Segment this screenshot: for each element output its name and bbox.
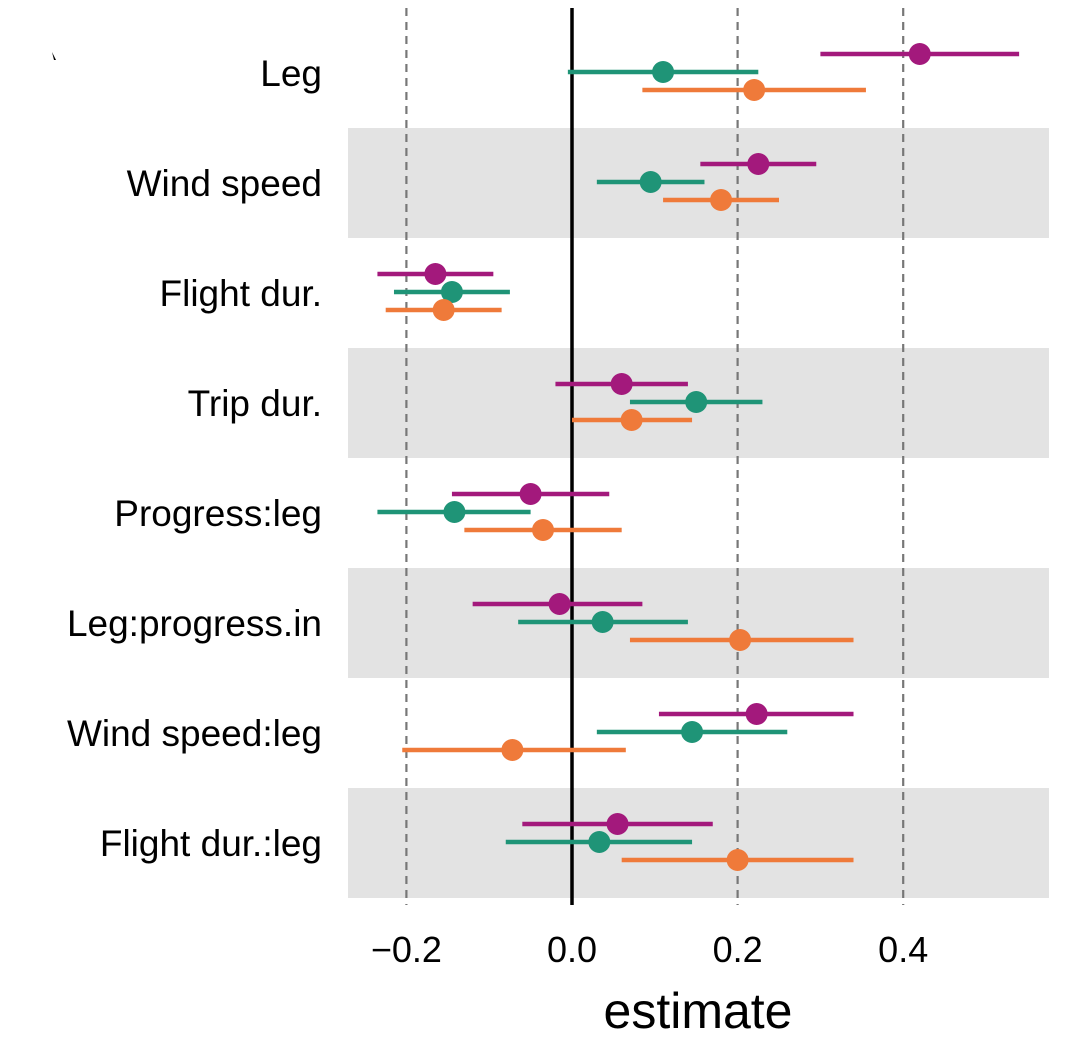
estimate-point (710, 189, 733, 211)
estimate-point (432, 299, 455, 321)
estimate-point (591, 611, 614, 633)
estimate-point (501, 739, 524, 761)
row-label: Wind speed:leg (67, 713, 322, 754)
estimate-point (620, 409, 643, 431)
estimate-marks (377, 43, 1020, 871)
estimate-point (729, 629, 752, 651)
estimate-point (532, 519, 555, 541)
row-label: Wind speed (127, 163, 322, 204)
estimate-point (610, 373, 633, 395)
estimate-point (548, 593, 571, 615)
x-tick-label: 0.0 (547, 929, 597, 970)
estimate-point (443, 501, 466, 523)
row-labels: Leg Wind speed Flight dur. Trip dur. Progres… (67, 53, 322, 864)
x-tick-labels: −0.2 0.0 0.2 0.4 (371, 929, 928, 970)
corner-mark (52, 52, 56, 60)
gridlines (405, 8, 905, 905)
row-label: Progress:leg (114, 493, 322, 534)
estimate-point (685, 391, 708, 413)
estimate-point (726, 849, 749, 871)
estimate-point (652, 61, 675, 83)
estimate-point (681, 721, 704, 743)
x-tick-label: 0.2 (713, 929, 763, 970)
estimate-point (639, 171, 662, 193)
estimate-point (588, 831, 611, 853)
x-tick-label: 0.4 (878, 929, 928, 970)
estimate-point (519, 483, 542, 505)
estimate-point (606, 813, 629, 835)
row-label: Flight dur. (160, 273, 322, 314)
row-band (348, 788, 1049, 898)
x-axis-title: estimate (604, 983, 793, 1039)
row-label: Leg (260, 53, 322, 94)
row-label: Trip dur. (188, 383, 322, 424)
estimate-point (745, 703, 768, 725)
row-label: Flight dur.:leg (100, 823, 322, 864)
row-label: Leg:progress.in (67, 603, 322, 644)
estimate-point (747, 153, 770, 175)
estimate-point (440, 281, 463, 303)
estimate-point (743, 79, 766, 101)
estimate-point (908, 43, 931, 65)
x-tick-label: −0.2 (371, 929, 442, 970)
row-band (348, 568, 1049, 678)
estimate-point (424, 263, 447, 285)
